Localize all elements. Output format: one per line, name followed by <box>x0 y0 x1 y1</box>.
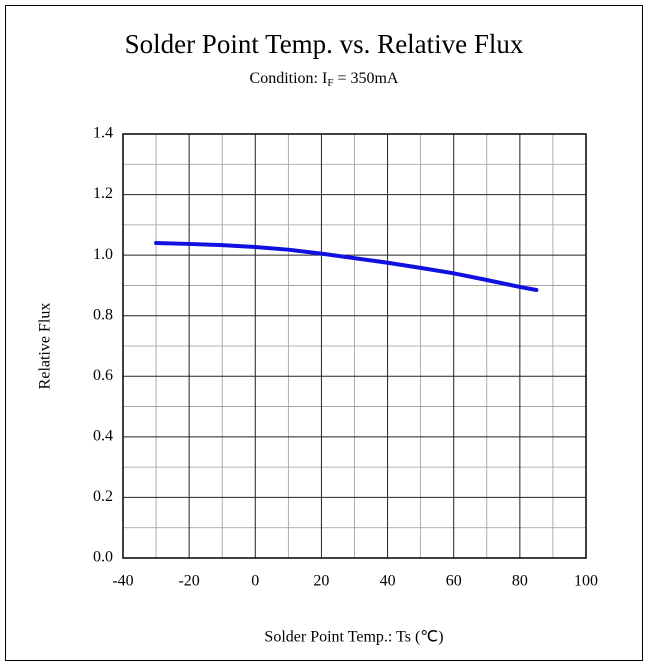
subtitle-text: = 350mA <box>333 70 398 87</box>
y-tick-label: 0.0 <box>93 549 113 566</box>
x-tick-label: -40 <box>112 573 133 590</box>
subtitle-text: Condition: I <box>250 70 328 87</box>
plot-border <box>122 133 587 559</box>
x-tick-label: 80 <box>512 573 528 590</box>
subtitle-subscript: F <box>327 77 333 89</box>
x-axis-label: Solder Point Temp.: Ts (℃) <box>264 629 443 646</box>
x-tick-label: 40 <box>380 573 396 590</box>
chart-subtitle: Condition: IF = 350mA <box>250 70 399 89</box>
y-tick-label: 1.4 <box>93 125 113 142</box>
x-tick-label: 0 <box>251 573 259 590</box>
y-tick-label: 0.4 <box>93 428 113 445</box>
y-tick-label: 0.2 <box>93 488 113 505</box>
y-axis-label: Relative Flux <box>37 303 54 390</box>
chart-title: Solder Point Temp. vs. Relative Flux <box>125 29 524 59</box>
y-tick-label: 1.0 <box>93 246 113 263</box>
x-tick-label: 20 <box>313 573 329 590</box>
y-tick-label: 0.8 <box>93 306 113 323</box>
data-line <box>154 241 539 292</box>
y-tick-label: 1.2 <box>93 185 113 202</box>
x-tick-label: -20 <box>178 573 199 590</box>
x-tick-label: 100 <box>574 573 598 590</box>
y-tick-label: 0.6 <box>93 367 113 384</box>
x-tick-label: 60 <box>446 573 462 590</box>
frame <box>5 5 643 661</box>
